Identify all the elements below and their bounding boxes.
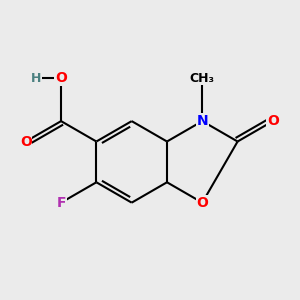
Text: O: O bbox=[267, 114, 279, 128]
Text: O: O bbox=[196, 196, 208, 210]
Text: CH₃: CH₃ bbox=[190, 72, 215, 85]
Text: H: H bbox=[31, 72, 42, 85]
Text: O: O bbox=[20, 134, 32, 148]
Text: N: N bbox=[196, 114, 208, 128]
Text: F: F bbox=[56, 196, 66, 210]
Text: O: O bbox=[55, 71, 67, 85]
